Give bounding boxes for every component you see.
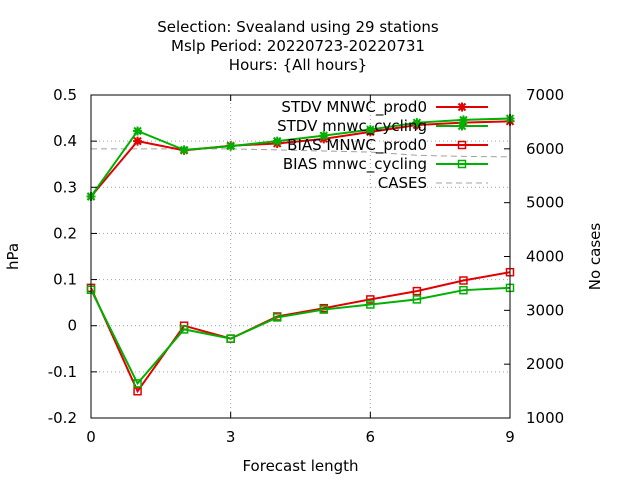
chart-title-line-3: Hours: {All hours} bbox=[229, 56, 367, 74]
y-axis-label: hPa bbox=[4, 243, 22, 270]
data-point-stdv-mnwc-cycling bbox=[226, 141, 236, 151]
legend-marker-stdv-mnwc-prod0 bbox=[457, 102, 467, 112]
series-line-stdv-mnwc-cycling bbox=[90, 117, 511, 198]
data-point-bias-mnwc-cycling bbox=[412, 295, 422, 304]
series-layer bbox=[86, 114, 515, 396]
series-line-bias-mnwc-cycling bbox=[90, 286, 511, 386]
y-tick-label: 0 bbox=[67, 317, 77, 335]
data-point-stdv-mnwc-cycling bbox=[412, 118, 422, 128]
legend-label-bias-mnwc-cycling: BIAS mnwc_cycling bbox=[283, 155, 427, 174]
series-line-bias-mnwc-prod0 bbox=[90, 271, 511, 394]
data-point-bias-mnwc-prod0 bbox=[133, 386, 142, 396]
y2-tick-label: 7000 bbox=[526, 86, 564, 104]
y2-tick-label: 2000 bbox=[526, 355, 564, 373]
legend-label-stdv-mnwc-cycling: STDV mnwc_cycling bbox=[277, 117, 427, 136]
y2-axis-label: No cases bbox=[586, 223, 604, 291]
legend-label-bias-mnwc-prod0: BIAS MNWC_prod0 bbox=[287, 136, 427, 155]
x-axis-label: Forecast length bbox=[242, 457, 358, 475]
chart-title-line-2: Mslp Period: 20220723-20220731 bbox=[171, 37, 425, 55]
y2-tick-label: 3000 bbox=[526, 301, 564, 319]
axis-ticks: -0.2 -0.1 0 0.1 0.2 0.3 0.4 0.5 1000 2000 3000 4000… bbox=[48, 86, 564, 446]
data-point-stdv-mnwc-cycling bbox=[133, 126, 143, 136]
legend-marker-stdv-mnwc-cycling bbox=[457, 121, 467, 131]
data-point-bias-mnwc-cycling bbox=[272, 313, 282, 322]
data-point-stdv-mnwc-cycling bbox=[272, 136, 282, 146]
x-tick-label: 3 bbox=[226, 428, 236, 446]
data-point-bias-mnwc-cycling bbox=[133, 379, 142, 388]
x-tick-label: 6 bbox=[366, 428, 376, 446]
chart-title-line-1: Selection: Svealand using 29 stations bbox=[157, 18, 439, 36]
data-point-bias-mnwc-cycling bbox=[459, 285, 468, 295]
data-point-stdv-mnwc-cycling bbox=[179, 145, 189, 155]
data-point-stdv-mnwc-cycling bbox=[365, 125, 375, 135]
legend-label-stdv-mnwc-prod0: STDV MNWC_prod0 bbox=[281, 98, 427, 117]
x-tick-label: 9 bbox=[505, 428, 515, 446]
x-tick-label: 0 bbox=[86, 428, 96, 446]
data-point-bias-mnwc-cycling bbox=[179, 325, 189, 334]
y2-tick-label: 5000 bbox=[526, 194, 564, 212]
data-point-bias-mnwc-cycling bbox=[319, 305, 329, 314]
y2-tick-label: 1000 bbox=[526, 409, 564, 427]
data-point-bias-mnwc-cycling bbox=[366, 300, 375, 309]
y-tick-label: -0.1 bbox=[48, 363, 77, 381]
y-tick-label: -0.2 bbox=[48, 409, 77, 427]
y2-tick-label: 6000 bbox=[526, 140, 564, 158]
data-point-bias-mnwc-prod0 bbox=[412, 286, 422, 296]
legend-label-cases: CASES bbox=[378, 174, 427, 192]
y-tick-label: 0.5 bbox=[53, 86, 77, 104]
y-tick-label: 0.3 bbox=[53, 178, 77, 196]
legend-marker-bias-mnwc-cycling bbox=[457, 159, 467, 169]
data-point-bias-mnwc-cycling bbox=[226, 334, 235, 343]
data-point-stdv-mnwc-cycling bbox=[319, 131, 329, 141]
chart-title: Selection: Svealand using 29 stationsMsl… bbox=[157, 18, 439, 74]
series-bias-mnwc-prod0 bbox=[86, 267, 515, 396]
data-point-stdv-mnwc-prod0 bbox=[133, 136, 143, 146]
data-point-stdv-mnwc-cycling bbox=[458, 115, 468, 125]
y-tick-label: 0.1 bbox=[53, 271, 77, 289]
y2-tick-label: 4000 bbox=[526, 248, 564, 266]
legend-marker-bias-mnwc-prod0 bbox=[457, 140, 467, 150]
data-point-bias-mnwc-prod0 bbox=[459, 276, 468, 285]
y-tick-label: 0.2 bbox=[53, 224, 77, 242]
y-tick-label: 0.4 bbox=[53, 132, 77, 150]
series-line-stdv-mnwc-prod0 bbox=[90, 120, 511, 198]
data-point-bias-mnwc-prod0 bbox=[366, 295, 375, 304]
